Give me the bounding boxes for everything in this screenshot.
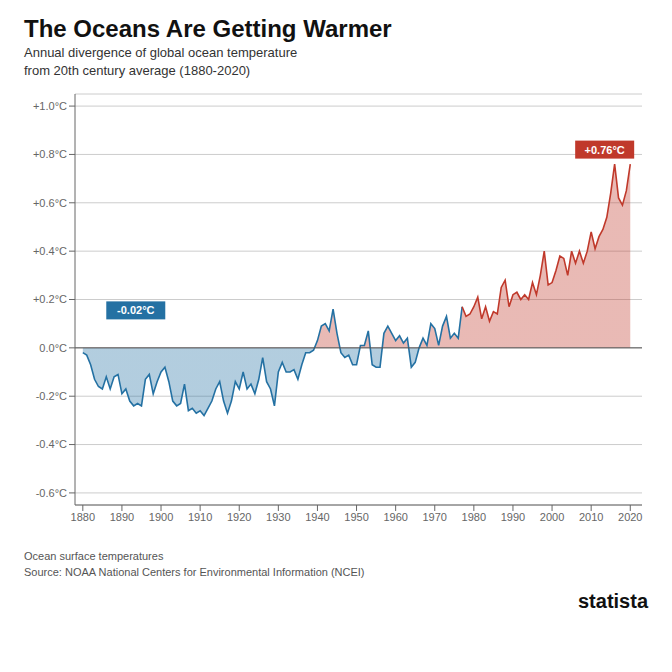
svg-text:+0.76°C: +0.76°C bbox=[585, 144, 625, 156]
svg-text:1920: 1920 bbox=[227, 511, 251, 523]
html-text:Annual divergence of global oc: Annual divergence of global ocean temper… bbox=[24, 45, 298, 60]
svg-text:1970: 1970 bbox=[423, 511, 447, 523]
svg-text:+0.6°C: +0.6°C bbox=[33, 197, 67, 209]
html-text:The Oceans Are Getting Warmer: The Oceans Are Getting Warmer bbox=[24, 15, 392, 42]
svg-text:-0.02°C: -0.02°C bbox=[117, 304, 154, 316]
svg-text:+0.4°C: +0.4°C bbox=[33, 245, 67, 257]
svg-text:2000: 2000 bbox=[540, 511, 564, 523]
svg-text:2020: 2020 bbox=[618, 511, 642, 523]
svg-text:-0.4°C: -0.4°C bbox=[36, 438, 67, 450]
svg-text:0.0°C: 0.0°C bbox=[39, 342, 67, 354]
svg-text:1980: 1980 bbox=[462, 511, 486, 523]
svg-text:1890: 1890 bbox=[110, 511, 134, 523]
svg-text:-0.6°C: -0.6°C bbox=[36, 487, 67, 499]
html-text:Ocean surface temperatures: Ocean surface temperatures bbox=[24, 550, 164, 562]
svg-text:2010: 2010 bbox=[579, 511, 603, 523]
html-text:from 20th century average (188: from 20th century average (1880-2020) bbox=[24, 63, 251, 78]
html-text:statista: statista bbox=[578, 590, 648, 612]
svg-text:1940: 1940 bbox=[305, 511, 329, 523]
svg-text:+0.2°C: +0.2°C bbox=[33, 293, 67, 305]
svg-text:1960: 1960 bbox=[383, 511, 407, 523]
svg-text:1930: 1930 bbox=[266, 511, 290, 523]
svg-text:1910: 1910 bbox=[188, 511, 212, 523]
svg-text:1900: 1900 bbox=[149, 511, 173, 523]
svg-text:+0.8°C: +0.8°C bbox=[33, 148, 67, 160]
svg-text:1990: 1990 bbox=[501, 511, 525, 523]
svg-text:1880: 1880 bbox=[71, 511, 95, 523]
html-text:Source: NOAA National Centers: Source: NOAA National Centers for Enviro… bbox=[24, 566, 365, 578]
svg-text:1950: 1950 bbox=[344, 511, 368, 523]
svg-text:-0.2°C: -0.2°C bbox=[36, 390, 67, 402]
svg-text:+1.0°C: +1.0°C bbox=[33, 100, 67, 112]
